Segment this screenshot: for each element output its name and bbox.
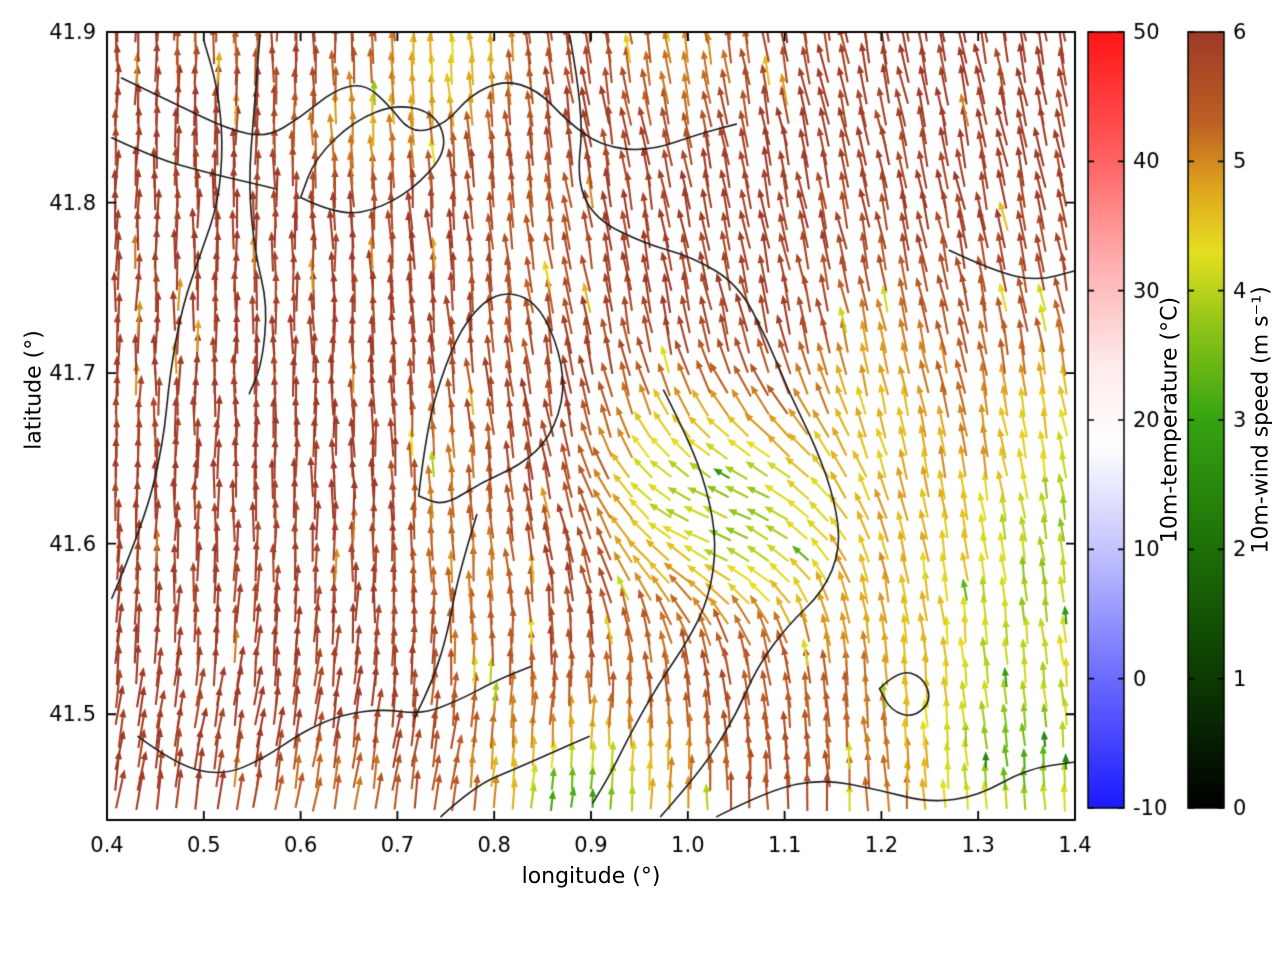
x-axis-label: longitude (°) [521, 864, 661, 889]
temperature-colorbar-label: 10m-temperature (°C) [1157, 296, 1183, 544]
wind-speed-colorbar-label: 10m-wind speed (m s⁻¹) [1248, 286, 1274, 554]
y-axis-label: latitude (°) [21, 330, 47, 450]
